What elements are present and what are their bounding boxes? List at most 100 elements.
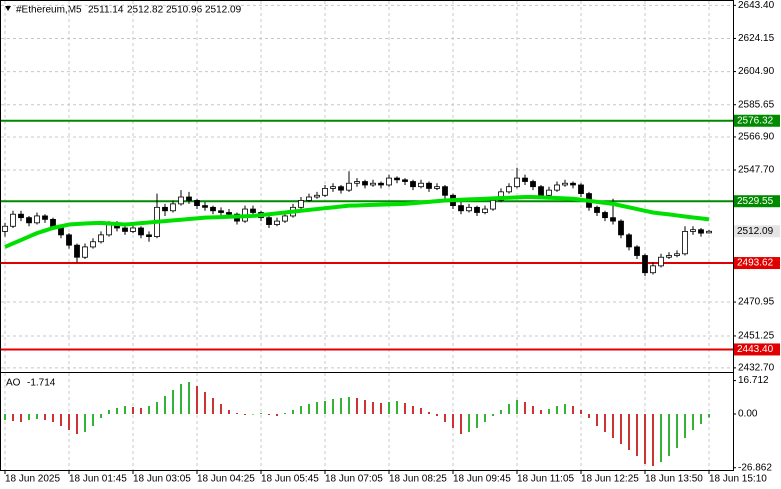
candle-body — [482, 208, 488, 213]
candle-body — [178, 196, 184, 205]
candle-body — [554, 184, 560, 191]
candle-body — [634, 246, 640, 256]
candle-body — [282, 215, 288, 222]
candle-body — [42, 215, 48, 220]
candle-body — [578, 184, 584, 194]
candle-body — [442, 186, 448, 196]
x-tick-label: 18 Jun 2025 — [5, 474, 60, 485]
candle-body — [346, 182, 352, 191]
x-tick-label: 18 Jun 12:25 — [581, 474, 639, 485]
y-tick-label: 2451.25 — [738, 331, 775, 342]
candle-body — [66, 234, 72, 246]
candle-body — [322, 188, 328, 196]
candle-body — [210, 206, 216, 212]
symbol: #Ethereum,M5 — [16, 5, 82, 16]
candle-body — [50, 218, 56, 227]
y-tick-label: 2643.40 — [738, 0, 775, 11]
y-tick-label: 2432.70 — [738, 363, 775, 374]
candle-body — [298, 200, 304, 208]
y-tick-label: 2585.65 — [738, 99, 775, 110]
level-label: 2493.62 — [737, 258, 774, 269]
x-tick-label: 18 Jun 03:05 — [133, 474, 191, 485]
candle-body — [90, 241, 96, 248]
candle-body — [122, 227, 128, 232]
y-tick-label: 2604.90 — [738, 66, 775, 77]
level-label: 2576.32 — [737, 115, 774, 126]
candle-body — [410, 181, 416, 188]
candle-body — [618, 220, 624, 236]
candle-body — [386, 177, 392, 186]
candle-body — [2, 225, 8, 232]
y2-tick-label: 16.712 — [738, 375, 769, 386]
candle-body — [218, 210, 224, 213]
candle-body — [698, 229, 704, 234]
x-tick-label: 18 Jun 13:50 — [645, 474, 703, 485]
candle-body — [170, 203, 176, 212]
price-label: 2512.09 — [737, 226, 774, 237]
candle-body — [274, 220, 280, 225]
candle-body — [562, 182, 568, 186]
level-label: 2529.55 — [737, 196, 774, 207]
candle-body — [466, 206, 472, 212]
candle-body — [186, 196, 192, 201]
ao-value: -1.714 — [27, 378, 56, 389]
candle-body — [650, 265, 656, 274]
candle-body — [354, 181, 360, 184]
x-tick-label: 18 Jun 05:45 — [261, 474, 319, 485]
plot-frame — [0, 0, 734, 471]
candle-body — [202, 205, 208, 208]
candle-body — [82, 246, 88, 258]
candle-body — [514, 177, 520, 188]
candle-body — [106, 224, 112, 236]
x-tick-label: 18 Jun 01:45 — [69, 474, 127, 485]
candle-body — [602, 212, 608, 219]
candle-body — [370, 182, 376, 186]
candle-body — [194, 200, 200, 207]
y2-tick-label: 0.00 — [738, 409, 758, 420]
price-label-bg — [734, 225, 780, 238]
candle-body — [530, 181, 536, 188]
level-label-bg — [734, 195, 780, 208]
y-tick-label: 2470.95 — [738, 297, 775, 308]
candle-body — [418, 182, 424, 188]
candle-body — [610, 217, 616, 222]
candle-body — [570, 182, 576, 186]
moving-average — [4, 195, 710, 249]
x-tick-label: 18 Jun 11:05 — [517, 474, 575, 485]
candle-body — [26, 217, 32, 224]
candle-body — [434, 186, 440, 189]
candle-body — [10, 213, 16, 227]
candle-body — [682, 231, 688, 255]
candle-body — [250, 208, 256, 213]
candle-body — [666, 255, 672, 258]
y2-tick-label: -26.862 — [738, 462, 772, 473]
candle-body — [98, 234, 104, 243]
candle-body — [378, 182, 384, 186]
candle-body — [674, 253, 680, 256]
x-tick-label: 18 Jun 08:25 — [389, 474, 447, 485]
level-label-bg — [734, 257, 780, 270]
candle-body — [506, 186, 512, 193]
x-tick-label: 18 Jun 04:25 — [197, 474, 255, 485]
candle-body — [690, 229, 696, 232]
level-label: 2443.40 — [737, 344, 774, 355]
y-tick-label: 2566.90 — [738, 132, 775, 143]
candle-body — [522, 177, 528, 182]
header: #Ethereum,M5 2511.14 2512.82 2510.96 251… — [16, 5, 242, 16]
menu-arrow — [5, 6, 11, 11]
y-tick-label: 2547.70 — [738, 165, 775, 176]
candle-body — [458, 205, 464, 212]
candle-body — [146, 234, 152, 237]
ao-name: AO — [6, 378, 21, 389]
x-tick-label: 18 Jun 09:45 — [453, 474, 511, 485]
candle-body — [626, 234, 632, 248]
candle-body — [362, 181, 368, 186]
x-tick-label: 18 Jun 15:10 — [709, 474, 767, 485]
candle-body — [706, 230, 712, 234]
candle-body — [226, 212, 232, 215]
candle-body — [546, 189, 552, 196]
level-label-bg — [734, 114, 780, 127]
open: 2511.14 — [88, 5, 124, 16]
candle-body — [314, 194, 320, 198]
